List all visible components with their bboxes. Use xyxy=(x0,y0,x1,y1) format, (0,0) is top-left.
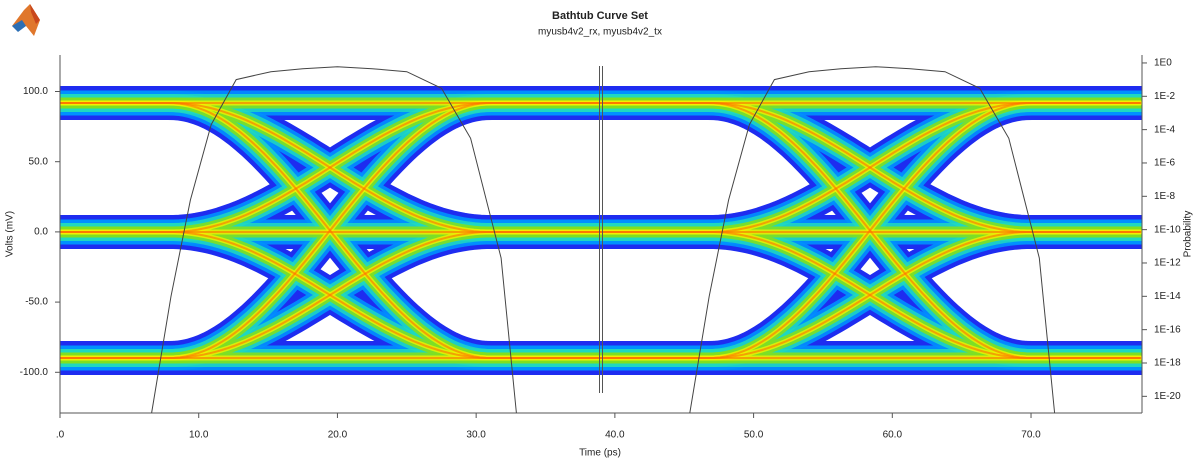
y2-tick-label: 1E-20 xyxy=(1154,391,1181,402)
x-tick-label: 70.0 xyxy=(1021,430,1041,441)
y-tick-label: -100.0 xyxy=(20,367,49,378)
y-tick-label: -50.0 xyxy=(25,297,48,308)
y-axis-label: Volts (mV) xyxy=(5,211,16,257)
bathtub-curve xyxy=(689,66,1056,414)
x-axis-label: Time (ps) xyxy=(579,448,621,459)
chart-title: Bathtub Curve Set xyxy=(552,10,648,22)
x-tick-label: 40.0 xyxy=(605,430,625,441)
bathtub-curve xyxy=(151,66,517,414)
y2-tick-label: 1E-8 xyxy=(1154,191,1176,202)
y2-tick-label: 1E-2 xyxy=(1154,91,1176,102)
y2-tick-label: 1E-18 xyxy=(1154,358,1181,369)
y2-tick-label: 1E-10 xyxy=(1154,224,1181,235)
y2-tick-label: 1E0 xyxy=(1154,58,1172,69)
y2-tick-label: 1E-12 xyxy=(1154,258,1181,269)
app-logo xyxy=(12,4,40,36)
x-tick-label: 30.0 xyxy=(466,430,486,441)
eye-diagram xyxy=(60,86,1142,375)
y2-tick-label: 1E-6 xyxy=(1154,158,1176,169)
y2-tick-label: 1E-4 xyxy=(1154,124,1176,135)
y-tick-label: 0.0 xyxy=(34,227,48,238)
y-tick-label: 50.0 xyxy=(29,156,49,167)
x-tick-label: 10.0 xyxy=(189,430,209,441)
y2-tick-label: 1E-16 xyxy=(1154,324,1181,335)
x-tick-label: .0 xyxy=(56,430,65,441)
y-tick-label: 100.0 xyxy=(23,86,48,97)
y2-axis-label: Probability xyxy=(1183,211,1194,258)
y2-tick-label: 1E-14 xyxy=(1154,291,1181,302)
x-tick-label: 50.0 xyxy=(744,430,764,441)
x-tick-label: 60.0 xyxy=(883,430,903,441)
x-tick-label: 20.0 xyxy=(328,430,348,441)
chart-subtitle: myusb4v2_rx, myusb4v2_tx xyxy=(538,27,662,38)
